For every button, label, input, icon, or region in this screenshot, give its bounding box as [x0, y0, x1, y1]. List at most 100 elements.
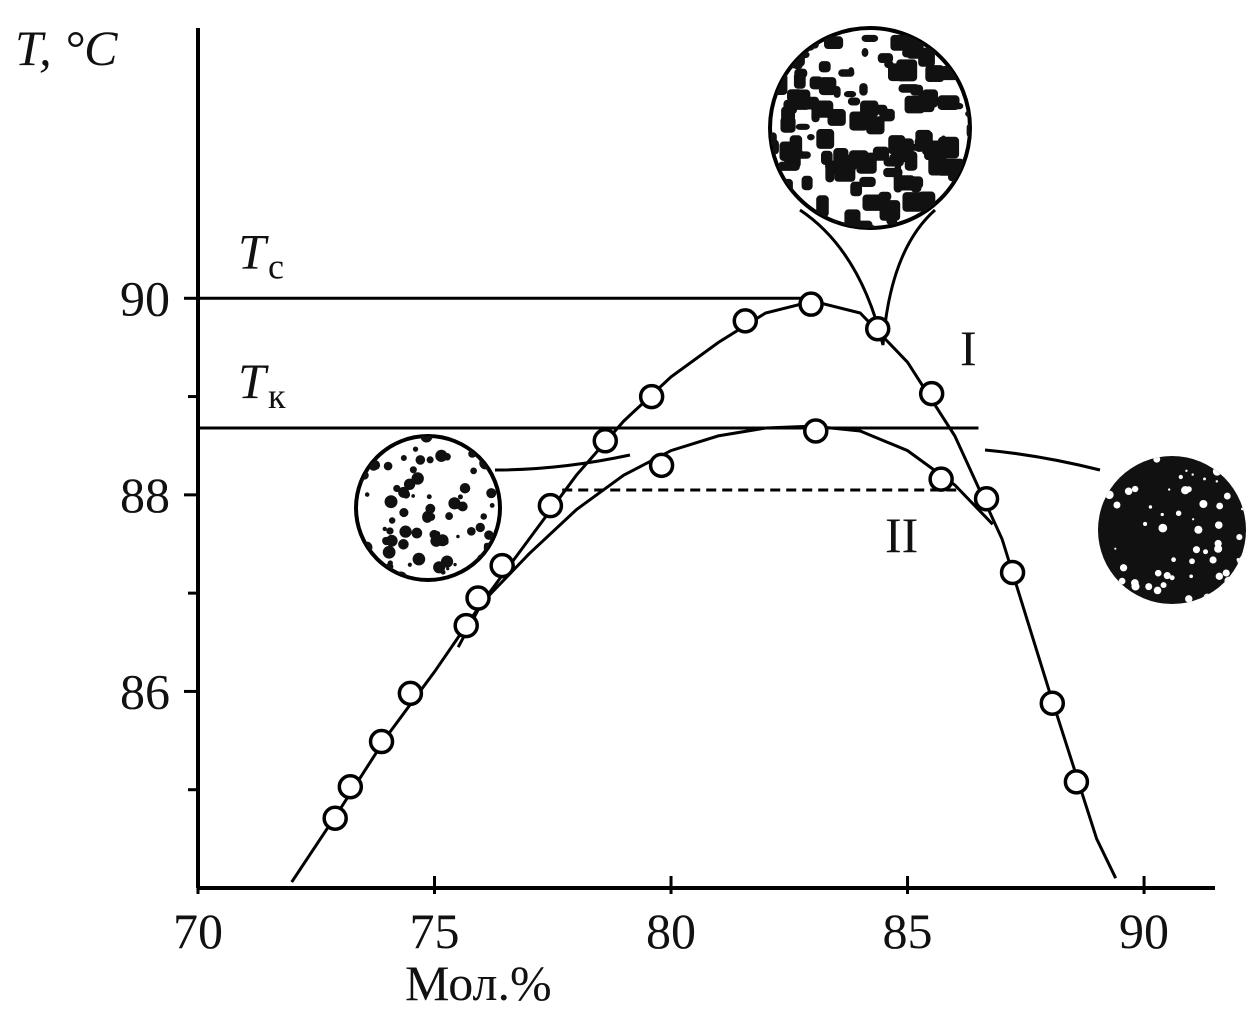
texture-dot [1224, 493, 1231, 500]
texture-dot [1237, 596, 1239, 598]
reference-subscript: с [268, 246, 284, 286]
texture-dot [413, 446, 418, 451]
texture-dot [467, 527, 476, 536]
texture-blob [955, 32, 976, 42]
texture-dot [1226, 471, 1230, 475]
texture-blob [813, 101, 833, 118]
texture-dot [1216, 480, 1218, 482]
texture-dot [365, 492, 370, 497]
texture-dot [1161, 513, 1164, 516]
texture-blob [776, 196, 784, 206]
texture-blob [964, 59, 978, 75]
texture-dot [1113, 502, 1120, 509]
texture-blob [965, 110, 979, 117]
texture-blob [953, 174, 970, 193]
texture-dot [416, 455, 426, 465]
texture-dot [1179, 475, 1183, 479]
reference-label: T [238, 223, 269, 279]
texture-dot [1215, 521, 1223, 529]
texture-blob [786, 48, 792, 63]
texture-dot [1203, 594, 1211, 602]
texture-blob [878, 192, 891, 201]
texture-dot [1186, 486, 1192, 492]
x-tick-label: 85 [883, 903, 933, 959]
texture-dot [1237, 558, 1243, 564]
data-point [800, 293, 822, 315]
texture-blob [962, 209, 980, 223]
texture-dot [445, 512, 453, 520]
texture-dot [399, 526, 411, 538]
texture-dot [365, 577, 370, 582]
texture-dot [460, 483, 471, 494]
texture-dot [1176, 511, 1181, 516]
texture-dot [1102, 568, 1106, 572]
texture-dot [400, 435, 403, 438]
texture-dot [1115, 465, 1118, 468]
texture-blob [859, 177, 875, 187]
texture-blob [955, 30, 976, 47]
texture-dot [388, 560, 393, 565]
texture-dot [1171, 557, 1176, 562]
texture-blob [819, 61, 831, 72]
texture-dot [1131, 582, 1139, 590]
texture-dot [1193, 546, 1200, 553]
texture-blob [963, 86, 985, 93]
data-point [641, 386, 663, 408]
texture-dot [490, 503, 495, 508]
texture-dot [480, 513, 487, 520]
texture-dot [1114, 548, 1116, 550]
texture-dot [370, 447, 373, 450]
texture-blob [945, 38, 955, 52]
x-tick-label: 90 [1119, 903, 1169, 959]
texture-dot [1189, 558, 1195, 564]
texture-dot [385, 495, 398, 508]
texture-dot [413, 553, 426, 566]
texture-dot [374, 565, 382, 573]
texture-dot [457, 506, 460, 509]
texture-dot [383, 546, 396, 559]
texture-blob [844, 209, 860, 226]
texture-blob [844, 91, 856, 97]
texture-blob [915, 130, 931, 147]
texture-dot [1154, 587, 1162, 595]
texture-blob [838, 69, 854, 76]
texture-dot [1143, 522, 1147, 526]
texture-dot [1203, 549, 1208, 554]
texture-dot [1219, 460, 1223, 464]
chart: Мол.% T, °C 8688907075808590TсTкIII [0, 0, 1247, 1030]
texture-dot [411, 494, 415, 498]
series-label: II [885, 507, 918, 563]
texture-dot [1185, 595, 1192, 602]
texture-dot [441, 556, 453, 568]
texture-dot [1158, 524, 1167, 533]
texture-blob [794, 72, 806, 88]
data-point [399, 682, 421, 704]
texture-dot [411, 528, 422, 539]
texture-dot [1236, 534, 1242, 540]
texture-dot [486, 488, 496, 498]
data-point [1065, 771, 1087, 793]
texture-dot [1240, 556, 1244, 560]
texture-dot [476, 523, 485, 532]
texture-dot [1233, 455, 1236, 458]
texture-blob [790, 196, 800, 207]
texture-dot [1229, 480, 1232, 483]
y-tick-label: 88 [120, 467, 170, 523]
texture-dot [1110, 588, 1118, 596]
texture-blob [781, 179, 793, 196]
data-point [976, 488, 998, 510]
texture-dot [1194, 526, 1202, 534]
texture-blob [880, 200, 901, 221]
insets [353, 28, 1246, 605]
texture-dot [1132, 486, 1138, 492]
texture-dot [427, 494, 432, 499]
texture-dot [399, 508, 408, 517]
y-tick-label: 90 [120, 270, 170, 326]
texture-dot [408, 563, 412, 567]
reference-label: T [238, 353, 269, 409]
texture-dot [401, 455, 407, 461]
data-point [467, 587, 489, 609]
callout [985, 450, 1100, 470]
texture-blob [807, 134, 815, 140]
texture-dot [384, 462, 393, 471]
